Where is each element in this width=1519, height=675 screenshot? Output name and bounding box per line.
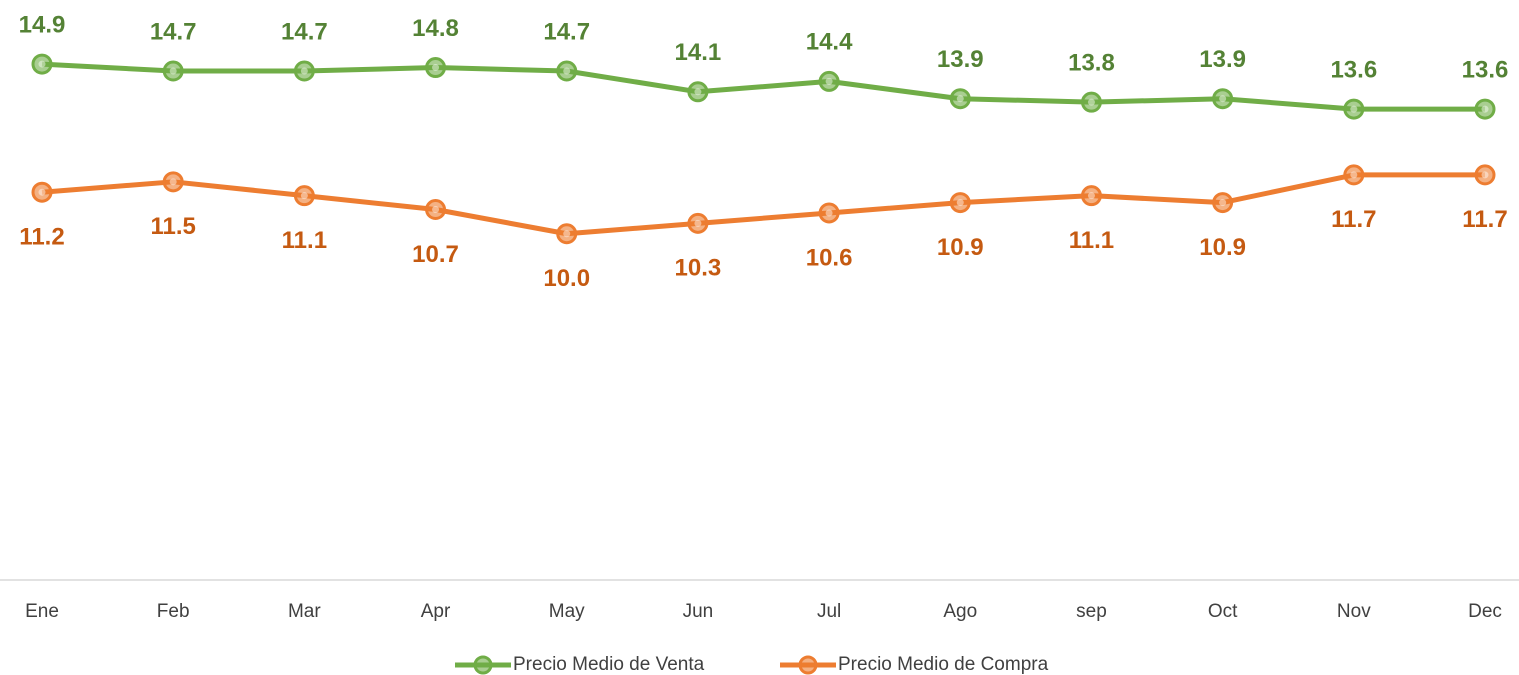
marker <box>1474 164 1496 186</box>
marker <box>949 192 971 214</box>
marker <box>1212 88 1234 110</box>
value-label: 10.0 <box>543 265 590 292</box>
marker <box>293 185 315 207</box>
marker <box>425 199 447 221</box>
marker <box>31 53 53 75</box>
x-tick-label: Oct <box>1208 601 1238 622</box>
value-label: 14.7 <box>150 18 197 45</box>
marker-core <box>38 188 46 196</box>
marker-core <box>694 219 702 227</box>
x-tick-label: Mar <box>288 601 321 622</box>
value-label: 11.1 <box>282 227 327 254</box>
marker <box>1343 98 1365 120</box>
series-line <box>41 172 1485 237</box>
marker-core <box>300 67 308 75</box>
value-label: 13.9 <box>1199 46 1246 73</box>
marker-core <box>1087 192 1095 200</box>
marker <box>162 60 184 82</box>
marker-core <box>1350 105 1358 113</box>
x-tick-label: Feb <box>157 601 190 622</box>
value-label: 10.7 <box>412 241 459 268</box>
marker-core <box>432 206 440 214</box>
x-tick-label: sep <box>1076 601 1107 622</box>
marker-core <box>1087 98 1095 106</box>
marker-core <box>38 60 46 68</box>
marker <box>687 81 709 103</box>
value-label: 11.5 <box>150 213 195 240</box>
x-tick-label: Nov <box>1337 601 1371 622</box>
marker-core <box>563 230 571 238</box>
value-label: 14.7 <box>543 18 590 45</box>
marker-core <box>563 67 571 75</box>
value-label: 14.9 <box>19 11 66 38</box>
marker-core <box>169 178 177 186</box>
series-line <box>41 61 1485 112</box>
marker <box>1474 98 1496 120</box>
value-label: 10.9 <box>1199 234 1246 261</box>
marker <box>818 70 840 92</box>
value-label: 10.6 <box>806 244 853 271</box>
marker-core <box>169 67 177 75</box>
marker-core <box>1481 105 1489 113</box>
marker-core <box>1219 199 1227 207</box>
legend-marker <box>473 655 493 675</box>
value-label: 13.6 <box>1330 56 1377 83</box>
marker-core <box>956 95 964 103</box>
value-label: 11.7 <box>1462 206 1507 233</box>
marker-core <box>825 209 833 217</box>
marker-core <box>1481 171 1489 179</box>
value-label: 11.2 <box>19 224 64 251</box>
value-label: 14.4 <box>806 29 853 56</box>
value-label: 13.9 <box>937 46 984 73</box>
x-tick-label: Ene <box>25 601 59 622</box>
value-label: 13.8 <box>1068 50 1115 77</box>
marker-core <box>825 77 833 85</box>
marker-core <box>1219 95 1227 103</box>
value-label: 14.1 <box>675 39 722 66</box>
x-tick-label: Apr <box>421 601 451 622</box>
marker-core <box>694 88 702 96</box>
legend-label: Precio Medio de Venta <box>513 654 705 675</box>
value-label: 10.3 <box>675 255 722 282</box>
value-label: 14.7 <box>281 18 328 45</box>
marker <box>31 181 53 203</box>
value-label: 14.8 <box>412 15 459 42</box>
marker <box>949 88 971 110</box>
marker-core <box>956 199 964 207</box>
legend-label: Precio Medio de Compra <box>838 654 1049 675</box>
marker <box>556 223 578 245</box>
legend-marker <box>798 655 818 675</box>
x-tick-label: Dec <box>1468 601 1502 622</box>
value-label: 11.1 <box>1069 227 1114 254</box>
marker-core <box>1350 171 1358 179</box>
marker <box>1080 185 1102 207</box>
marker <box>1343 164 1365 186</box>
marker <box>425 57 447 79</box>
marker <box>556 60 578 82</box>
marker <box>818 202 840 224</box>
marker <box>293 60 315 82</box>
value-label: 10.9 <box>937 234 984 261</box>
marker <box>1080 91 1102 113</box>
marker-core <box>300 192 308 200</box>
x-tick-label: Jun <box>683 601 714 622</box>
x-tick-label: Ago <box>943 601 977 622</box>
value-label: 13.6 <box>1462 56 1509 83</box>
x-tick-label: May <box>549 601 585 622</box>
marker-core <box>432 64 440 72</box>
marker <box>1212 192 1234 214</box>
marker <box>687 212 709 234</box>
x-tick-label: Jul <box>817 601 841 622</box>
value-label: 11.7 <box>1331 206 1376 233</box>
marker <box>162 171 184 193</box>
